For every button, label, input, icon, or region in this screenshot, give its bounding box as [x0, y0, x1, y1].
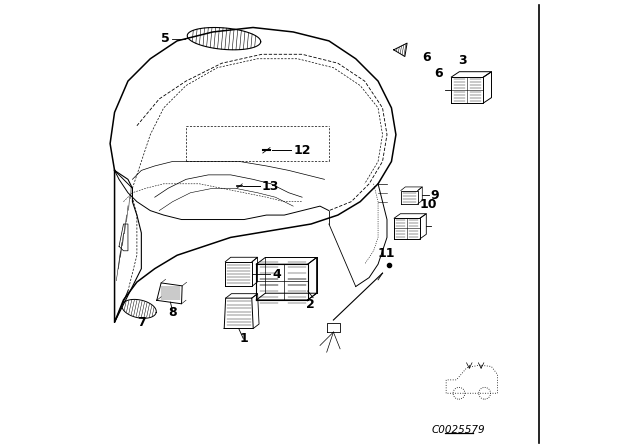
Text: 2: 2	[305, 298, 314, 311]
Text: 1: 1	[240, 332, 248, 345]
Text: 11: 11	[378, 247, 395, 260]
Text: 7: 7	[137, 316, 146, 329]
Text: 6: 6	[423, 51, 431, 64]
Text: 8: 8	[168, 306, 177, 319]
Text: 3: 3	[459, 54, 467, 67]
Text: 6: 6	[434, 67, 443, 80]
Text: 12: 12	[293, 144, 310, 157]
Text: 13: 13	[262, 180, 279, 193]
Text: 9: 9	[430, 189, 439, 202]
Text: 4: 4	[272, 267, 281, 280]
Text: 5: 5	[161, 32, 169, 45]
Text: 10: 10	[420, 198, 437, 211]
Text: C0025579: C0025579	[431, 425, 485, 435]
